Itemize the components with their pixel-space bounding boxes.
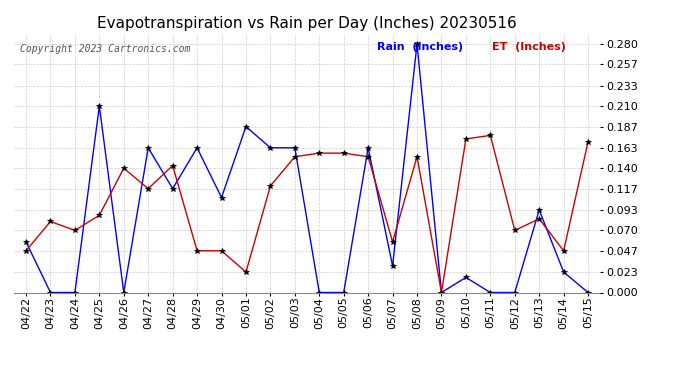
Text: Copyright 2023 Cartronics.com: Copyright 2023 Cartronics.com (19, 44, 190, 54)
Text: Rain  (Inches): Rain (Inches) (377, 42, 464, 51)
Text: ET  (Inches): ET (Inches) (492, 42, 566, 51)
Title: Evapotranspiration vs Rain per Day (Inches) 20230516: Evapotranspiration vs Rain per Day (Inch… (97, 16, 517, 31)
